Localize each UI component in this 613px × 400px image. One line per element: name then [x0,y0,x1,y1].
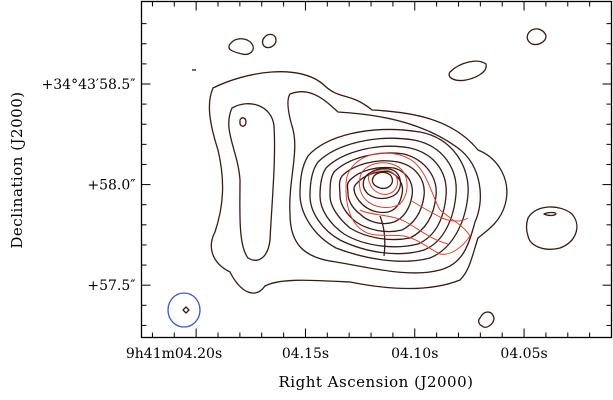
y-axis-label: Declination (J2000) [8,91,26,248]
x-axis-label: Right Ascension (J2000) [279,373,474,391]
contour-island-6 [543,211,557,217]
contour-tail [379,215,386,257]
red-contour-2 [358,162,408,208]
plot-frame [140,0,613,339]
x-tick-labels: 9h41m04.20s 04.15s 04.10s 04.05s [126,346,548,362]
red-contour-3 [368,169,399,195]
contour-5 [319,145,447,248]
x-tick-label: 9h41m04.20s [126,346,222,362]
y-tick-label: +57.5″ [87,278,135,294]
red-contour-5 [409,199,469,222]
y-tick-label: +58.0″ [87,178,135,194]
contour-island-7 [478,311,495,328]
axis-ticks [141,1,612,338]
y-tick-label: +34°43′58.5″ [42,77,136,93]
contour-4 [309,137,457,255]
contour-island-2 [261,33,277,49]
contours-dark [182,28,578,328]
contour-10 [362,167,402,200]
contour-peak [371,171,394,190]
contour-hole [228,103,276,261]
beam-ellipse [167,292,201,328]
contour-island-3 [526,28,547,46]
contours-red [345,152,471,255]
x-tick-label: 04.05s [500,346,547,362]
contour-9 [353,170,404,214]
contour-beam-dot [182,306,190,314]
contour-8 [346,166,414,225]
contour-7 [338,160,425,233]
red-contour-4 [359,209,449,245]
x-tick-label: 04.15s [282,346,329,362]
x-tick-label: 04.10s [391,346,438,362]
red-contour-1 [345,152,471,255]
y-tick-labels: +34°43′58.5″ +58.0″ +57.5″ [42,77,136,294]
contour-island-1 [228,38,254,56]
contour-outer [208,71,508,294]
contour-3 [299,128,469,262]
contour-island-8 [239,117,247,127]
contour-island-4 [448,60,487,82]
contour-2 [287,91,481,274]
contour-island-5 [525,206,578,250]
